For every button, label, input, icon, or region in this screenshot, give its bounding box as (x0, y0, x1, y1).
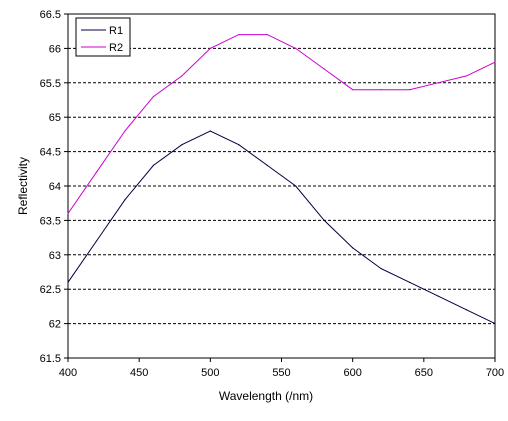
x-axis-ticks: 400 450 500 550 600 650 700 (59, 358, 504, 379)
data-point-r2 (352, 89, 354, 91)
data-point-r2 (409, 89, 411, 91)
data-point-r1 (380, 267, 382, 270)
data-point-r1 (352, 247, 354, 249)
series-lines (67, 34, 496, 325)
data-point-r1 (437, 295, 439, 297)
data-point-r2 (380, 89, 382, 91)
y-tick-label: 63 (49, 250, 61, 262)
data-point-r1 (494, 323, 496, 325)
y-tick-label: 63.5 (40, 215, 61, 227)
data-point-r1 (67, 281, 69, 283)
y-tick-label: 66 (49, 43, 61, 55)
series-line-r2 (67, 34, 496, 214)
y-tick-label: 62.5 (40, 284, 61, 296)
legend-label-r2: R2 (109, 42, 123, 54)
data-point-r1 (152, 164, 154, 166)
x-tick-label: 550 (272, 367, 290, 379)
legend: R1 R2 (75, 17, 131, 57)
x-axis-title: Wavelength (/nm) (219, 389, 313, 403)
data-point-r1 (465, 309, 468, 311)
data-point-r1 (295, 185, 297, 187)
data-point-r2 (95, 171, 98, 173)
data-point-r1 (409, 281, 411, 283)
data-point-r1 (209, 130, 211, 132)
series-line-r1 (67, 130, 496, 325)
data-point-r2 (323, 68, 325, 70)
data-point-r1 (238, 144, 240, 146)
data-point-r2 (295, 47, 297, 50)
y-axis-ticks: 61.5 62 62.5 63 63.5 64 64.5 65 65.5 66 66.5 (40, 9, 68, 365)
y-tick-label: 64 (49, 181, 61, 193)
data-point-r2 (266, 34, 268, 36)
y-tick-label: 65 (49, 112, 61, 124)
x-tick-label: 650 (415, 367, 433, 379)
data-point-r1 (181, 144, 183, 146)
data-point-r2 (437, 82, 439, 84)
x-tick-label: 500 (201, 367, 219, 379)
x-tick-label: 450 (130, 367, 148, 379)
data-point-r2 (238, 34, 240, 36)
y-tick-label: 66.5 (40, 9, 61, 21)
data-point-r2 (494, 61, 496, 63)
data-point-r2 (124, 130, 126, 132)
legend-label-r1: R1 (109, 25, 123, 37)
data-point-r2 (465, 75, 468, 77)
y-tick-label: 61.5 (40, 353, 61, 365)
y-axis-title: Reflectivity (16, 157, 30, 215)
x-tick-label: 400 (59, 367, 77, 379)
y-tick-label: 64.5 (40, 147, 61, 159)
x-tick-label: 600 (343, 367, 361, 379)
data-point-r2 (152, 95, 154, 98)
data-point-r1 (95, 240, 98, 242)
data-point-r2 (181, 75, 183, 77)
y-tick-label: 62 (49, 319, 61, 331)
data-point-r1 (266, 164, 268, 166)
data-point-r1 (323, 219, 325, 221)
legend-box (75, 17, 131, 57)
x-tick-label: 700 (486, 367, 504, 379)
data-point-r1 (124, 199, 126, 201)
data-point-r2 (209, 47, 211, 50)
grid-lines (68, 47, 495, 325)
y-tick-label: 65.5 (40, 78, 61, 90)
data-point-r2 (67, 212, 69, 215)
